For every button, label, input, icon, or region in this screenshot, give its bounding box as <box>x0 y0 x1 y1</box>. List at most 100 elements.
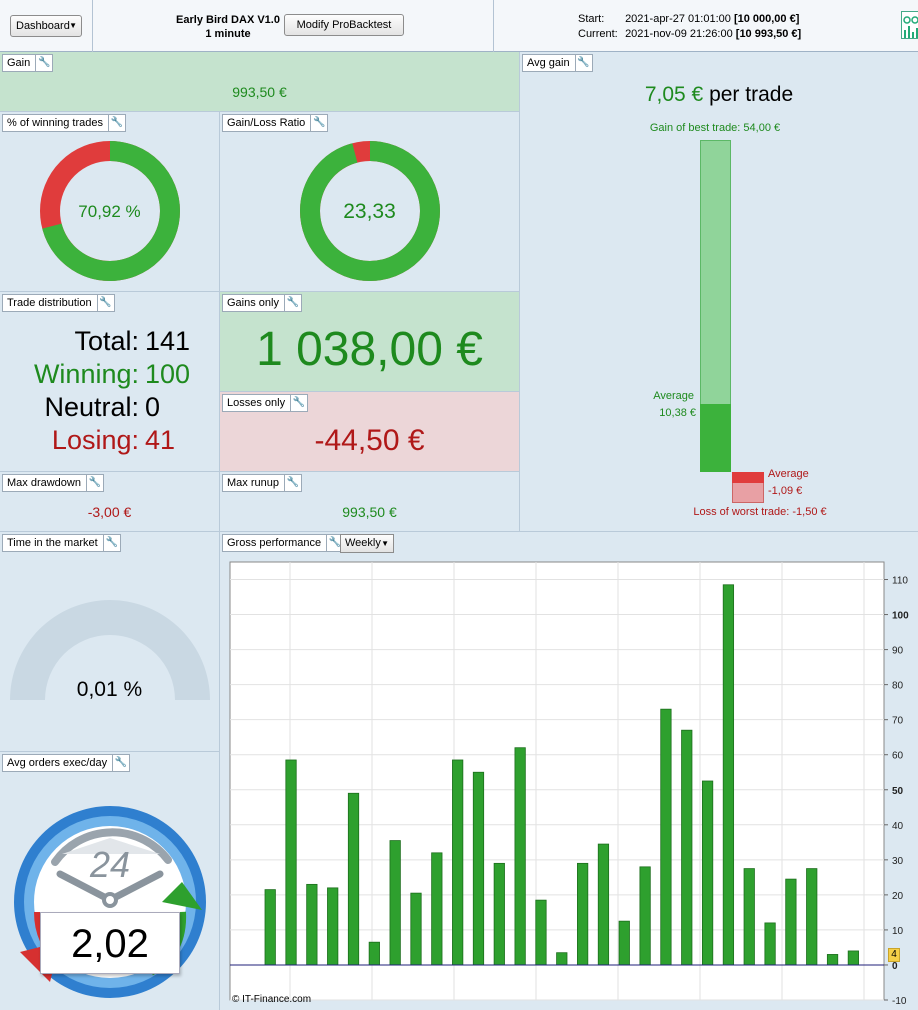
period-dropdown[interactable]: Weekly ▼ <box>340 534 394 553</box>
modify-probacktest-button[interactable]: Modify ProBacktest <box>284 14 404 36</box>
bar <box>452 759 464 966</box>
wrench-icon[interactable]: 🔧 <box>35 55 52 71</box>
time-in-market-gauge <box>10 600 210 700</box>
y-tick-label: 60 <box>892 751 904 762</box>
bar <box>722 584 735 966</box>
gain-tab[interactable]: Gain 🔧 <box>2 54 54 72</box>
avg-gain-tab[interactable]: Avg gain 🔧 <box>522 54 593 72</box>
last-value-badge: 4 <box>888 948 900 962</box>
losses-only-value: -44,50 € <box>314 424 425 457</box>
chevron-down-icon: ▼ <box>381 539 389 548</box>
gain-loss-ratio-title: Gain/Loss Ratio <box>227 117 306 129</box>
avg-orders-tab[interactable]: Avg orders exec/day 🔧 <box>2 754 131 772</box>
wrench-icon[interactable]: 🔧 <box>310 115 327 131</box>
gain-loss-donut <box>300 141 440 281</box>
y-tick-label: 0 <box>892 961 898 972</box>
bar <box>577 862 589 966</box>
wrench-icon[interactable]: 🔧 <box>283 475 301 491</box>
wrench-icon[interactable]: 🔧 <box>96 295 114 311</box>
winning-pct-title: % of winning trades <box>7 117 103 129</box>
start-label: Start: <box>578 13 605 25</box>
max-drawdown-title: Max drawdown <box>7 477 81 489</box>
losses-only-panel: Losses only 🔧 -44,50 € <box>220 392 520 472</box>
wrench-icon[interactable]: 🔧 <box>85 475 103 491</box>
winning-pct-tab[interactable]: % of winning trades 🔧 <box>2 114 126 132</box>
wrench-icon[interactable]: 🔧 <box>326 535 343 551</box>
gains-only-title: Gains only <box>227 297 279 309</box>
time-in-market-panel: Time in the market 🔧 0,01 % <box>0 532 220 752</box>
start-capital: [10 000,00 €] <box>733 13 800 25</box>
losses-only-title: Losses only <box>227 397 286 409</box>
period-label: Weekly <box>345 537 381 549</box>
trade-distribution-panel: Trade distribution 🔧 Total: 141 Winning: 10… <box>0 292 220 472</box>
gross-performance-title: Gross performance <box>227 537 322 549</box>
gain-loss-ratio-panel: Gain/Loss Ratio 🔧 23,33 <box>220 112 520 292</box>
max-runup-tab[interactable]: Max runup 🔧 <box>222 474 302 492</box>
avg-loss-amount: -1,09 € <box>768 485 803 497</box>
y-tick-label: 80 <box>892 681 904 692</box>
avg-loss-label: Average <box>768 468 809 480</box>
max-drawdown-tab[interactable]: Max drawdown 🔧 <box>2 474 104 492</box>
best-trade-label: Gain of best trade: 54,00 € <box>649 122 781 134</box>
time-in-market-tab[interactable]: Time in the market 🔧 <box>2 534 121 552</box>
gross-performance-tab[interactable]: Gross performance 🔧 <box>222 534 345 552</box>
avg-gain-title: Avg gain <box>527 57 570 69</box>
y-tick-label: 50 <box>892 786 904 797</box>
bar <box>847 950 859 966</box>
gain-loss-ratio-value: 23,33 <box>343 200 396 223</box>
winning-label: Winning: <box>33 359 139 389</box>
bar <box>660 708 672 966</box>
wrench-icon[interactable]: 🔧 <box>112 755 129 771</box>
gain-panel: Gain 🔧 993,50 € <box>0 52 520 112</box>
wrench-icon[interactable]: 🔧 <box>574 55 592 71</box>
trade-distribution-tab[interactable]: Trade distribution 🔧 <box>2 294 115 312</box>
avg-gain-bar <box>700 404 731 472</box>
bar <box>493 862 505 966</box>
max-runup-panel: Max runup 🔧 993,50 € <box>220 472 520 532</box>
timeframe: 1 minute <box>205 28 251 40</box>
gains-only-tab[interactable]: Gains only 🔧 <box>222 294 302 312</box>
bar <box>347 792 360 966</box>
winning-pct-panel: % of winning trades 🔧 70,92 % <box>0 112 220 292</box>
bar <box>639 866 651 966</box>
bar <box>389 840 401 966</box>
wrench-icon[interactable]: 🔧 <box>108 115 125 131</box>
winning-pct-value: 70,92 % <box>78 202 141 221</box>
y-tick-label: 100 <box>892 611 909 622</box>
bar <box>535 899 547 966</box>
y-tick-label: 40 <box>892 821 904 832</box>
time-in-market-title: Time in the market <box>7 537 98 549</box>
chevron-down-icon: ▼ <box>69 21 77 30</box>
gain-loss-ratio-tab[interactable]: Gain/Loss Ratio 🔧 <box>222 114 329 132</box>
bar <box>472 771 485 966</box>
gross-performance-panel: Gross performance 🔧 Weekly ▼ -10 0 10 20 30 40… <box>220 532 918 1010</box>
bar <box>514 747 526 966</box>
wrench-icon[interactable]: 🔧 <box>102 535 120 551</box>
bar <box>556 952 568 966</box>
current-date: 2021-nov-09 21:26:00 <box>625 28 733 40</box>
avg-orders-title: Avg orders exec/day <box>7 757 108 769</box>
avg-gain-suffix: per trade <box>709 83 794 106</box>
clock-hours-label: 24 <box>89 844 131 885</box>
bar <box>764 922 776 966</box>
winning-value: 100 <box>145 359 191 389</box>
trade-distribution-list: Total: 141 Winning: 100 Neutral: 0 Losing: 4… <box>0 325 220 457</box>
gain-arc <box>300 141 440 281</box>
gains-only-panel: Gains only 🔧 1 038,00 € <box>220 292 520 392</box>
dashboard-dropdown[interactable]: Dashboard ▼ <box>10 15 82 37</box>
bar <box>368 941 380 966</box>
y-tick-label: 30 <box>892 856 904 867</box>
current-label: Current: <box>578 28 618 40</box>
y-tick-label: 90 <box>892 646 904 657</box>
bar <box>701 780 714 966</box>
max-runup-value: 993,50 € <box>342 504 397 520</box>
bar <box>306 883 318 966</box>
wrench-icon[interactable]: 🔧 <box>283 295 301 311</box>
losses-only-tab[interactable]: Losses only 🔧 <box>222 394 309 412</box>
avg-gain-panel: Avg gain 🔧 7,05 € per trade Gain of best … <box>520 52 918 532</box>
chart-thumbnail-icon[interactable] <box>901 11 918 39</box>
wrench-icon[interactable]: 🔧 <box>290 395 307 411</box>
bar <box>785 878 797 966</box>
avg-orders-panel: Avg orders exec/day 🔧 24 2,02 <box>0 752 220 1010</box>
max-drawdown-panel: Max drawdown 🔧 -3,00 € <box>0 472 220 532</box>
